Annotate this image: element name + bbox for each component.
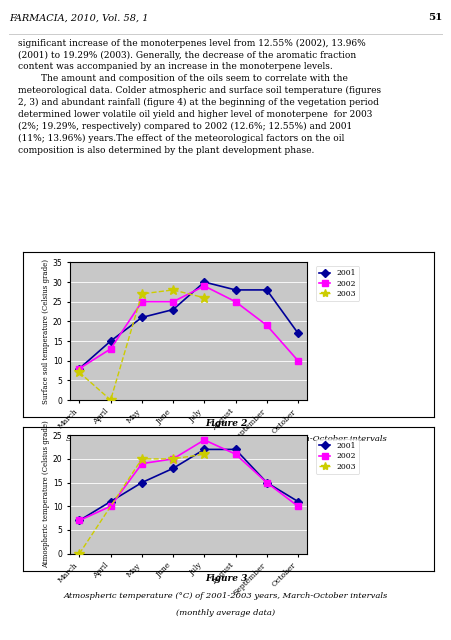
2001	[201, 445, 207, 453]
2001	[108, 337, 113, 345]
2002	[170, 298, 175, 305]
2003	[139, 455, 144, 463]
Text: Figure 3: Figure 3	[204, 574, 247, 583]
2002	[77, 365, 82, 372]
2002	[201, 282, 207, 290]
2002	[232, 298, 238, 305]
Text: significant increase of the monoterpenes level from 12.55% (2002), 13.96%
(2001): significant increase of the monoterpenes…	[18, 38, 380, 155]
2002	[263, 479, 269, 486]
Line: 2001: 2001	[77, 447, 300, 524]
2001	[139, 314, 144, 321]
2001	[295, 330, 300, 337]
2003	[77, 550, 82, 557]
2002	[77, 516, 82, 524]
Line: 2003: 2003	[74, 285, 209, 405]
2002	[108, 502, 113, 510]
2002	[108, 345, 113, 353]
2001	[77, 365, 82, 372]
Text: 51: 51	[428, 13, 442, 22]
2003	[77, 369, 82, 376]
Y-axis label: Atmospheric temperature (Celsius grade): Atmospheric temperature (Celsius grade)	[42, 420, 50, 568]
2003	[139, 290, 144, 298]
Legend: 2001, 2002, 2003: 2001, 2002, 2003	[315, 266, 359, 301]
Text: (monthly average data): (monthly average data)	[176, 452, 275, 460]
2001	[139, 479, 144, 486]
2003	[201, 451, 207, 458]
2002	[263, 321, 269, 329]
2002	[139, 460, 144, 467]
2003	[170, 455, 175, 463]
2003	[108, 396, 113, 404]
Text: Surface temperature soil (°C) of 2001-2003 years, March-October intervals: Surface temperature soil (°C) of 2001-20…	[65, 435, 386, 444]
2001	[170, 465, 175, 472]
2001	[263, 479, 269, 486]
2001	[232, 445, 238, 453]
Y-axis label: Surface soil temperature (Celsius grade): Surface soil temperature (Celsius grade)	[42, 259, 50, 404]
Line: 2002: 2002	[77, 284, 300, 371]
2002	[201, 436, 207, 444]
2001	[232, 286, 238, 294]
Line: 2001: 2001	[77, 279, 300, 371]
2001	[108, 498, 113, 506]
2003	[170, 286, 175, 294]
Text: Atmospheric temperature (°C) of 2001-2003 years, March-October intervals: Atmospheric temperature (°C) of 2001-200…	[64, 592, 387, 600]
2002	[170, 455, 175, 463]
2001	[201, 278, 207, 286]
Text: (monthly average data): (monthly average data)	[176, 609, 275, 617]
2002	[232, 451, 238, 458]
2001	[170, 306, 175, 314]
Line: 2002: 2002	[77, 437, 300, 524]
Line: 2003: 2003	[74, 449, 209, 559]
2002	[295, 502, 300, 510]
2002	[139, 298, 144, 305]
Text: Figure 2: Figure 2	[204, 419, 247, 428]
2002	[295, 357, 300, 365]
Text: FARMACIA, 2010, Vol. 58, 1: FARMACIA, 2010, Vol. 58, 1	[9, 13, 148, 22]
2001	[77, 516, 82, 524]
Legend: 2001, 2002, 2003: 2001, 2002, 2003	[315, 439, 359, 474]
2001	[295, 498, 300, 506]
2003	[201, 294, 207, 301]
2001	[263, 286, 269, 294]
